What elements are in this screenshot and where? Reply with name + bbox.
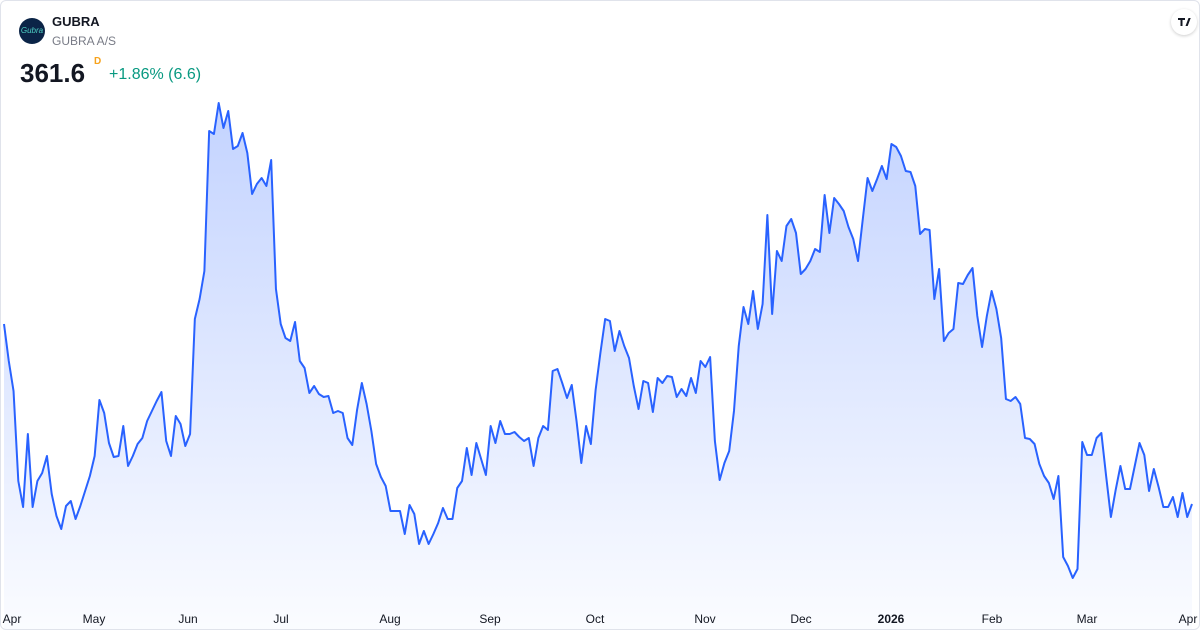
price-change: +1.86% (6.6) (109, 66, 202, 83)
x-tick-label: Sep (479, 612, 501, 626)
x-tick-label: Jun (178, 612, 197, 626)
price: 361.6 (20, 58, 86, 88)
area-fill (4, 103, 1192, 629)
price-line (3, 102, 1193, 579)
symbol: GUBRA (52, 14, 100, 29)
x-tick-label: Jul (273, 612, 288, 626)
x-tick-label: Aug (379, 612, 400, 626)
x-tick-label: Apr (1179, 612, 1198, 626)
tv-icon (1178, 18, 1191, 26)
x-tick-label: May (83, 612, 106, 626)
tradingview-logo[interactable] (1171, 9, 1197, 35)
x-tick-label: Apr (3, 612, 22, 626)
company-name: GUBRA A/S (52, 34, 117, 48)
logo: Gubra (19, 18, 45, 44)
x-tick-label: Feb (982, 612, 1003, 626)
x-tick-label: Mar (1077, 612, 1098, 626)
x-tick-label: Oct (586, 612, 605, 626)
x-tick-label: Dec (790, 612, 811, 626)
interval-flag: D (94, 56, 102, 67)
logo-text: Gubra (20, 26, 44, 35)
x-tick-label: 2026 (878, 612, 905, 626)
x-tick-label: Nov (694, 612, 715, 626)
